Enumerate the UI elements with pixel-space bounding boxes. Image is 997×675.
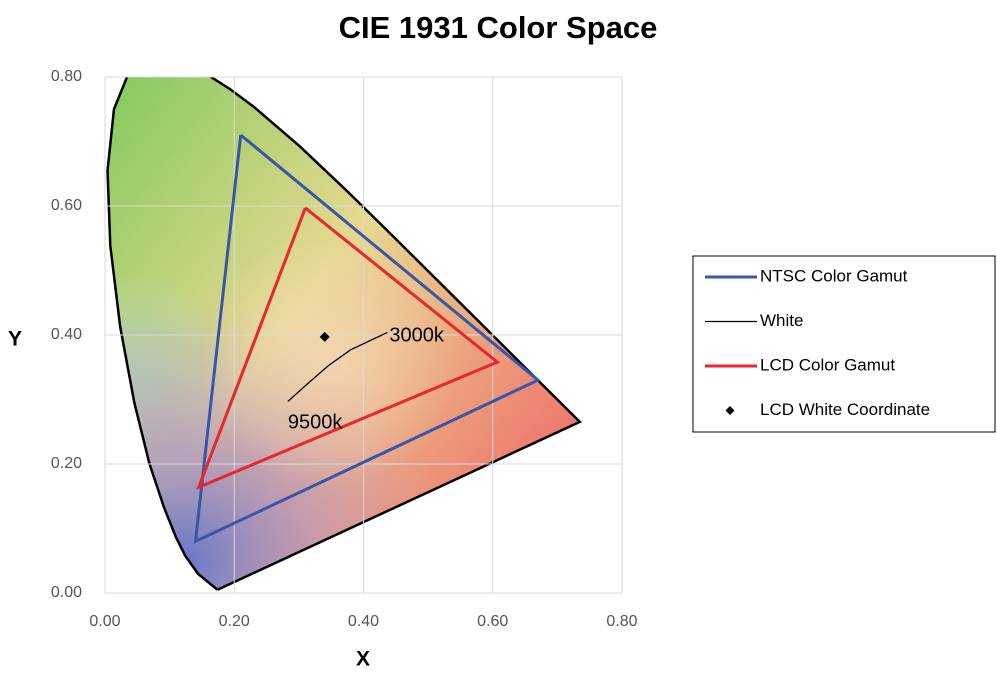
legend-label: White	[760, 311, 803, 330]
legend-label: LCD Color Gamut	[760, 355, 895, 374]
legend-label: LCD White Coordinate	[760, 400, 930, 419]
annotation: 9500k	[288, 412, 343, 434]
x-tick-label: 0.80	[606, 613, 637, 630]
data-point	[319, 331, 330, 342]
x-axis-label: X	[356, 648, 370, 671]
x-tick-label: 0.40	[348, 613, 379, 630]
y-tick-label: 0.20	[51, 455, 82, 472]
chart-title: CIE 1931 Color Space	[339, 10, 658, 45]
series-line	[287, 331, 388, 402]
series-line	[196, 206, 501, 490]
y-tick-label: 0.80	[51, 68, 82, 85]
y-tick-label: 0.00	[51, 584, 82, 601]
x-tick-label: 0.00	[89, 613, 120, 630]
y-tick-label: 0.40	[51, 326, 82, 343]
series-line	[193, 133, 541, 544]
legend-box	[692, 255, 996, 433]
spectral-locus	[106, 77, 582, 591]
y-tick-label: 0.60	[51, 197, 82, 214]
annotation: 3000k	[389, 325, 444, 347]
color-fill	[106, 77, 582, 591]
x-tick-label: 0.20	[219, 613, 250, 630]
legend-marker	[725, 406, 735, 415]
x-tick-label: 0.60	[477, 613, 508, 630]
y-axis-label: Y	[8, 328, 22, 351]
legend-label: NTSC Color Gamut	[760, 266, 908, 285]
locus-fill	[107, 77, 580, 590]
